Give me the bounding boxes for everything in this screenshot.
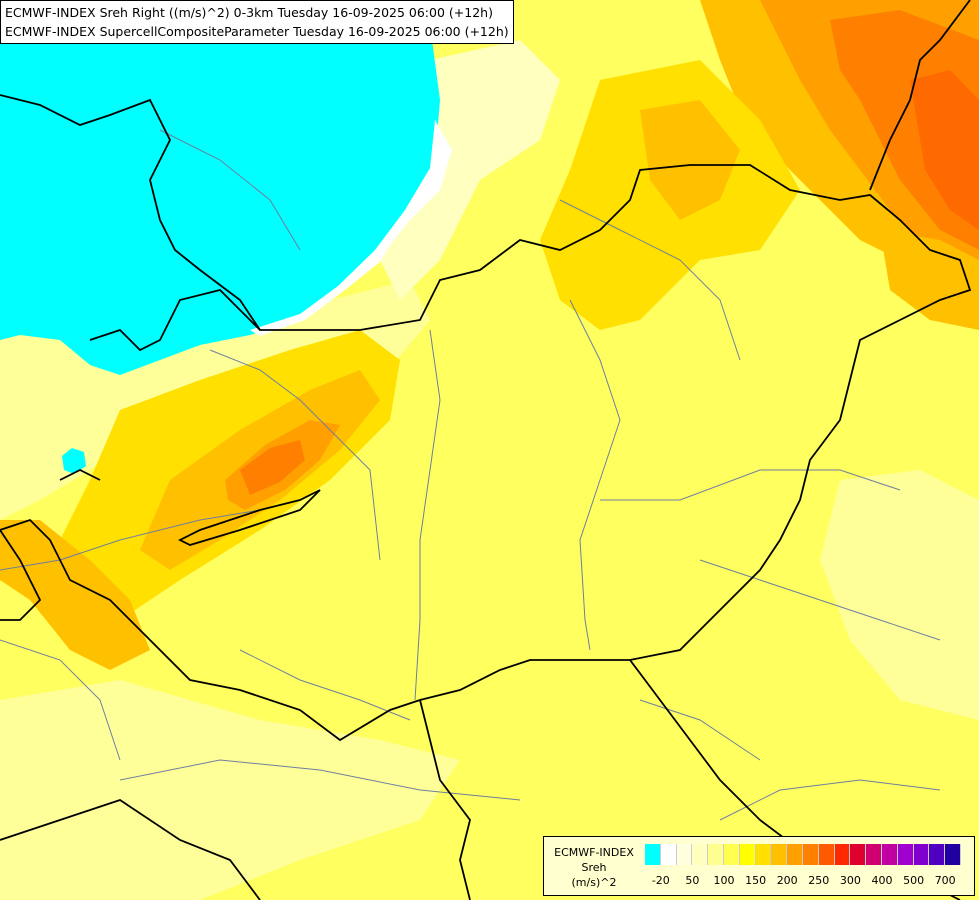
legend-title: ECMWF-INDEX Sreh (m/s)^2 [548,845,640,890]
legend-swatch [881,844,898,865]
legend-swatch [802,844,819,865]
legend-color-scale [645,844,961,865]
pale-region-south [0,680,460,900]
orange-north-patch [640,100,740,220]
legend-tick: 300 [839,874,861,887]
legend-tick: 150 [745,874,767,887]
map-title-box: ECMWF-INDEX Sreh Right ((m/s)^2) 0-3km T… [0,0,514,44]
legend-swatch [945,844,961,865]
legend-swatch [818,844,835,865]
legend-tick: 400 [871,874,893,887]
legend-tick: 100 [713,874,735,887]
cyan-spot [62,448,86,474]
legend-tick: 500 [903,874,925,887]
legend-swatch [692,844,709,865]
legend-tick: 250 [808,874,830,887]
orange-ne-core2 [910,70,979,230]
legend-swatch [660,844,677,865]
legend-title-1: ECMWF-INDEX [554,846,634,859]
title-line-2: ECMWF-INDEX SupercellCompositeParameter … [5,24,509,39]
orange-cw-core2 [240,440,305,495]
legend-swatch [755,844,772,865]
legend-tick: 50 [685,874,700,887]
cyan-low-region [0,0,440,375]
legend-tick-labels: -20 50 100 150 200 250 300 400 500 700 [645,874,965,888]
legend-swatch [645,844,661,865]
legend-swatch [850,844,867,865]
legend-swatch [723,844,740,865]
legend-tick: -20 [651,874,670,887]
legend-swatch [929,844,946,865]
legend-swatch [834,844,851,865]
legend-unit: (m/s)^2 [571,876,617,889]
orange-southwest [0,520,150,670]
legend-tick: 700 [934,874,956,887]
legend-swatch [708,844,724,865]
legend-swatch [739,844,756,865]
orange-east-margin [880,230,979,330]
legend-swatch [913,844,930,865]
legend: ECMWF-INDEX Sreh (m/s)^2 -20 50 100 150 200 2… [543,836,975,896]
legend-swatch [676,844,693,865]
legend-tick: 200 [776,874,798,887]
legend-title-2: Sreh [581,861,607,874]
pale-region-north [380,40,560,300]
legend-swatch [787,844,803,865]
title-line-1: ECMWF-INDEX Sreh Right ((m/s)^2) 0-3km T… [5,5,493,20]
legend-swatch [897,844,914,865]
legend-swatch [866,844,882,865]
legend-swatch [771,844,788,865]
pale-region-east [820,470,979,720]
